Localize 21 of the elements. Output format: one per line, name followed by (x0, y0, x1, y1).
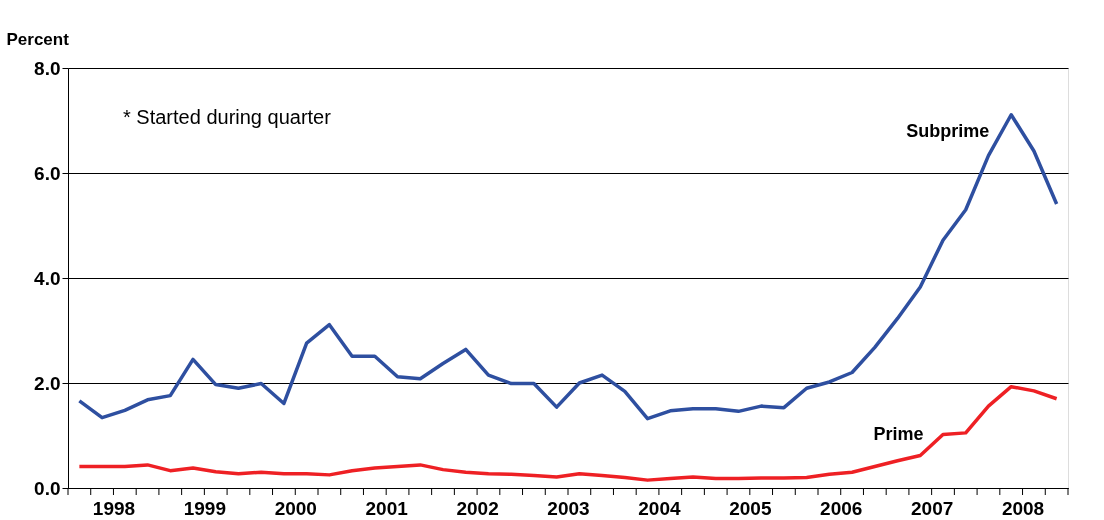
line-series (77, 384, 1059, 482)
y-tick-label: 8.0 (34, 57, 61, 79)
series-label: Subprime (906, 120, 990, 141)
y-tick-label: 0.0 (34, 477, 61, 499)
x-tick-label: 1998 (92, 497, 136, 519)
x-tick-label: 2000 (274, 497, 317, 519)
x-tick-label: 2007 (911, 497, 954, 519)
x-tick-label: 2001 (365, 497, 409, 519)
annotation: * Started during quarter (123, 106, 332, 128)
y-tick-label: 4.0 (34, 267, 61, 289)
x-tick-label: 1999 (183, 497, 226, 519)
x-tick-label: 2002 (456, 497, 499, 519)
x-tick-label: 2006 (820, 497, 863, 519)
x-tick-label: 2004 (638, 497, 681, 519)
x-tick-label: 2008 (1001, 497, 1045, 519)
y-tick-label: 2.0 (34, 372, 61, 394)
y-axis-title: Percent (6, 29, 70, 49)
y-tick-label: 6.0 (34, 162, 61, 184)
series-label: Prime (873, 423, 924, 444)
x-tick-label: 2003 (547, 497, 590, 519)
x-tick-label: 2005 (729, 497, 772, 519)
